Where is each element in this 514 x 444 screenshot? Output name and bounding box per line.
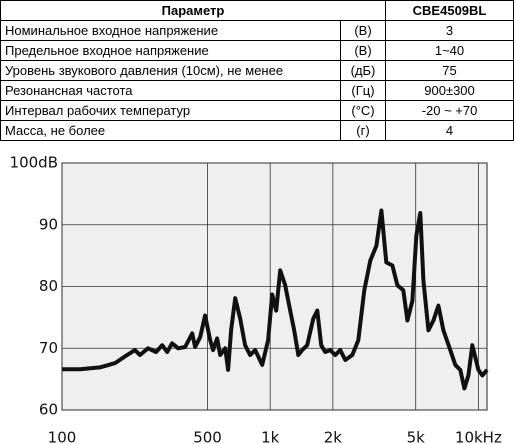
table-cell: (г) <box>339 120 387 141</box>
x-tick-label: 2k <box>324 429 343 444</box>
chart: 60 70 80 90 100dB 100 500 1k 2k 5k 10kHz <box>10 154 502 444</box>
table-cell: Предельное входное напряжение <box>0 40 341 61</box>
x-tick-label: 100 <box>48 429 77 444</box>
table-cell: -20 ~ +70 <box>385 100 514 121</box>
table-cell: (В) <box>339 20 387 41</box>
header-cell: CBE4509BL <box>385 0 514 21</box>
table-row: Номинальное входное напряжение (В) 3 <box>0 20 514 41</box>
table-cell: Масса, не более <box>0 120 341 141</box>
table-cell: (Гц) <box>339 80 387 101</box>
y-tick-label: 60 <box>39 401 58 419</box>
y-tick-label: 90 <box>39 215 58 233</box>
y-tick-label: 70 <box>39 339 58 357</box>
table-body: Номинальное входное напряжение (В) 3 Предел… <box>0 20 514 141</box>
table-cell: (дБ) <box>339 60 387 81</box>
x-tick-label: 10kHz <box>455 429 502 444</box>
header-cell: Параметр <box>0 0 387 21</box>
header-row: Параметр CBE4509BL <box>0 0 514 21</box>
table-cell: Резонансная частота <box>0 80 341 101</box>
table-row: Резонансная частота (Гц) 900±300 <box>0 80 514 101</box>
table-cell: Номинальное входное напряжение <box>0 20 341 41</box>
table-row: Интервал рабочих температур (°C) -20 ~ +70 <box>0 100 514 121</box>
response-curve <box>62 208 489 391</box>
table-row: Предельное входное напряжение (В) 1~40 <box>0 40 514 61</box>
table-cell: Интервал рабочих температур <box>0 100 341 121</box>
table-row: Уровень звукового давления (10см), не ме… <box>0 60 514 81</box>
spec-table: Параметр CBE4509BL Номинальное входное н… <box>0 0 514 141</box>
table-row: Масса, не более (г) 4 <box>0 120 514 141</box>
x-tick-label: 5k <box>407 429 426 444</box>
table-cell: 900±300 <box>385 80 514 101</box>
table-cell: 1~40 <box>385 40 514 61</box>
y-tick-label: 80 <box>39 277 58 295</box>
table-cell: 4 <box>385 120 514 141</box>
x-tick-label: 1k <box>261 429 280 444</box>
table-cell: 3 <box>385 20 514 41</box>
table-cell: 75 <box>385 60 514 81</box>
x-tick-label: 500 <box>193 429 222 444</box>
table-cell: Уровень звукового давления (10см), не ме… <box>0 60 341 81</box>
table-cell: (В) <box>339 40 387 61</box>
y-tick-label: 100dB <box>10 154 58 172</box>
table-cell: (°C) <box>339 100 387 121</box>
